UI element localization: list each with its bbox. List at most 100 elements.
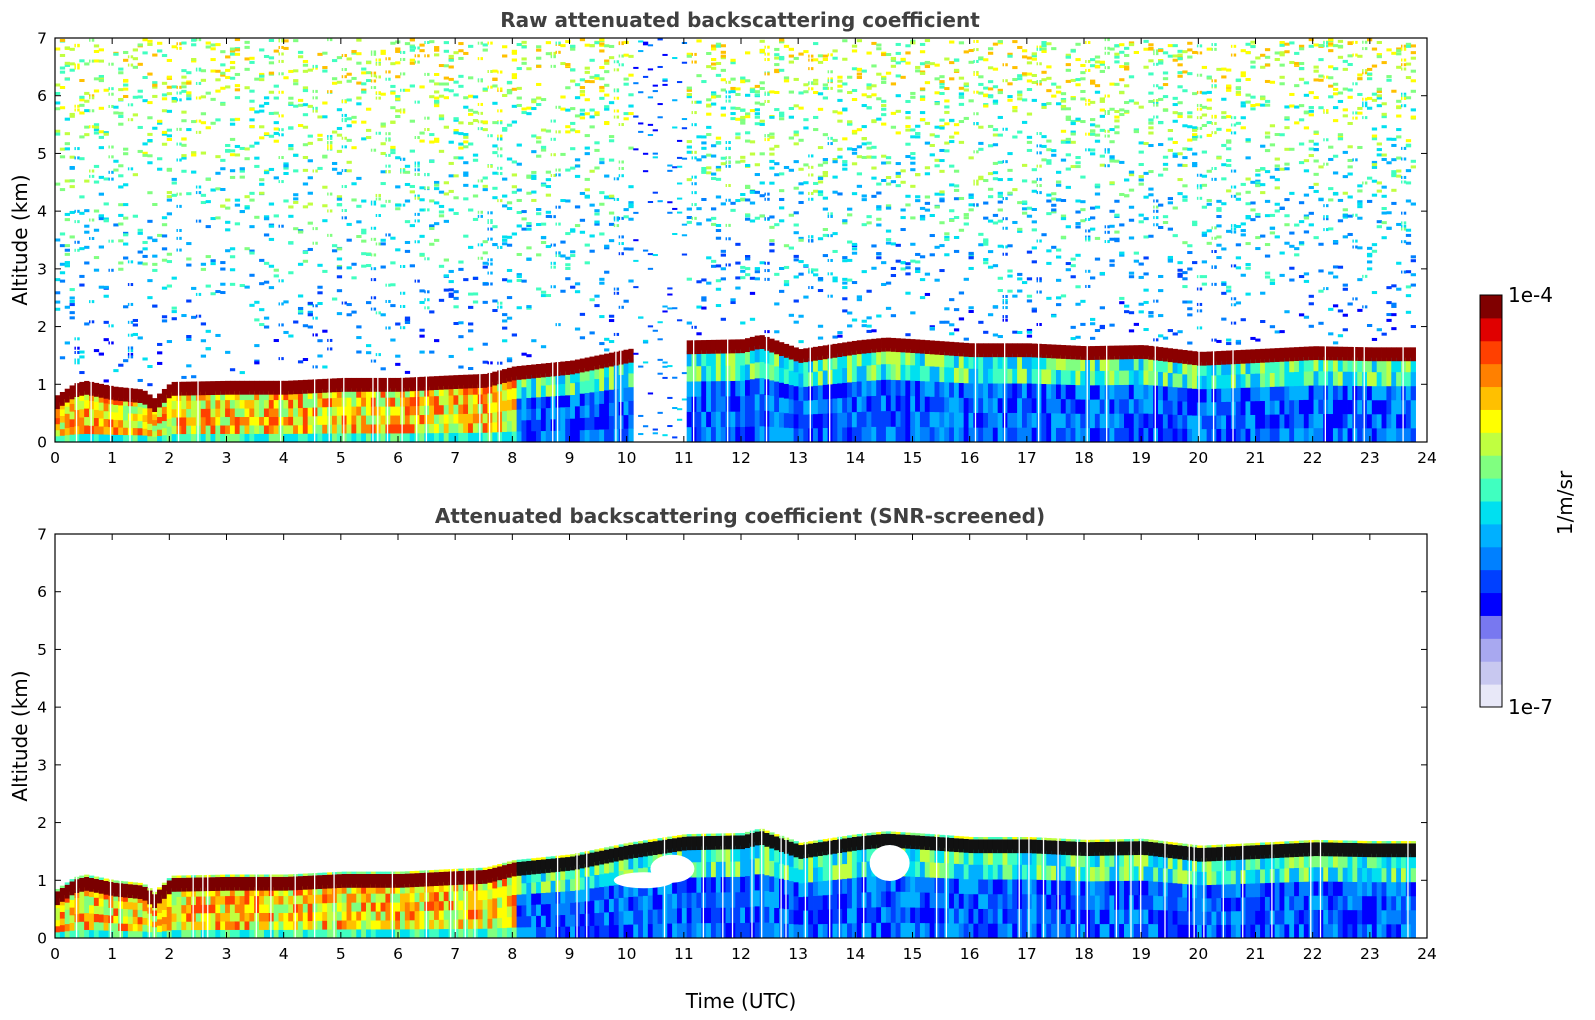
heatmap-cell [710,411,717,428]
heatmap-cell [992,177,999,181]
heatmap-cell [395,49,401,53]
heatmap-cell [589,58,595,62]
heatmap-cell [98,426,104,435]
heatmap-cell [297,360,304,364]
heatmap-cell [409,423,415,434]
heatmap-cell [1114,398,1120,414]
heatmap-cell [64,264,70,268]
heatmap-cell [186,337,192,341]
heatmap-cell [438,210,445,214]
heatmap-cell [249,225,255,229]
heatmap-cell [307,191,313,195]
heatmap-cell [1075,199,1081,203]
heatmap-cell [1012,294,1018,298]
heatmap-cell [492,242,498,246]
heatmap-cell [273,274,279,278]
heatmap-cell [924,292,931,296]
heatmap-cell [419,208,425,212]
heatmap-cell [944,366,950,383]
heatmap-stripe [197,38,199,442]
heatmap-cell [890,125,897,129]
heatmap-cell [900,338,906,353]
heatmap-cell [283,408,289,418]
heatmap-cell [346,169,352,173]
heatmap-cell [118,387,124,402]
heatmap-cell [536,103,542,107]
heatmap-cell [866,83,872,87]
heatmap-cell [1075,370,1081,386]
heatmap-cell [1046,249,1052,253]
heatmap-cell [404,318,411,322]
heatmap-cell [229,368,236,372]
heatmap-cell [482,432,488,443]
heatmap-cell [147,236,153,240]
heatmap-cell [1026,61,1033,65]
heatmap-stripe [75,38,78,442]
heatmap-cell [93,89,100,93]
heatmap-cell [749,140,756,144]
heatmap-cell [953,169,960,173]
heatmap-cell [1109,427,1115,443]
heatmap-cell [657,411,663,414]
heatmap-cell [113,168,119,172]
heatmap-cell [608,340,615,344]
heatmap-cell [229,268,236,272]
heatmap-cell [822,58,829,62]
heatmap-cell [448,294,454,298]
heatmap-column [424,38,430,443]
heatmap-cell [987,383,994,399]
heatmap-cell [915,365,921,381]
heatmap-cell [978,91,984,95]
heatmap-cell [847,278,853,282]
heatmap-cell [779,219,785,223]
heatmap-cell [720,162,726,166]
heatmap-cell [919,71,926,75]
heatmap-cell [511,431,518,443]
heatmap-column [949,40,955,443]
heatmap-cell [570,250,576,254]
heatmap-cell [380,124,386,128]
heatmap-cell [783,280,790,284]
heatmap-cell [1148,43,1154,47]
heatmap-cell [1119,108,1125,112]
heatmap-cell [132,113,139,117]
heatmap-cell [681,118,688,121]
heatmap-cell [676,211,683,214]
heatmap-cell [492,121,498,125]
heatmap-cell [1075,210,1081,214]
heatmap-cell [813,268,819,272]
heatmap-cell [1138,275,1144,279]
heatmap-cell [443,192,449,196]
heatmap-cell [244,45,250,49]
heatmap-cell [395,207,401,211]
heatmap-cell [701,135,707,139]
heatmap-cell [686,88,692,92]
heatmap-cell [696,158,702,162]
heatmap-cell [526,222,532,226]
heatmap-cell [662,79,668,82]
heatmap-cell [735,242,741,246]
heatmap-cell [589,75,595,79]
heatmap-cell [152,430,158,437]
heatmap-cell [769,426,775,443]
heatmap-column [336,56,343,443]
heatmap-cell [798,191,804,195]
heatmap-cell [696,381,702,397]
heatmap-cell [1070,398,1076,414]
heatmap-cell [234,399,241,409]
heatmap-cell [453,290,459,294]
heatmap-cell [1148,311,1154,315]
heatmap-cell [409,84,415,88]
heatmap-cell [701,80,707,84]
heatmap-cell [1046,76,1052,80]
heatmap-cell [978,56,984,60]
heatmap-cell [856,128,863,132]
heatmap-cell [142,421,148,429]
heatmap-cell [273,121,279,125]
heatmap-cell [93,59,100,63]
heatmap-cell [1099,62,1105,66]
heatmap-cell [64,427,70,436]
heatmap-cell [1080,299,1086,303]
heatmap-cell [331,424,338,434]
heatmap-cell [409,48,415,52]
